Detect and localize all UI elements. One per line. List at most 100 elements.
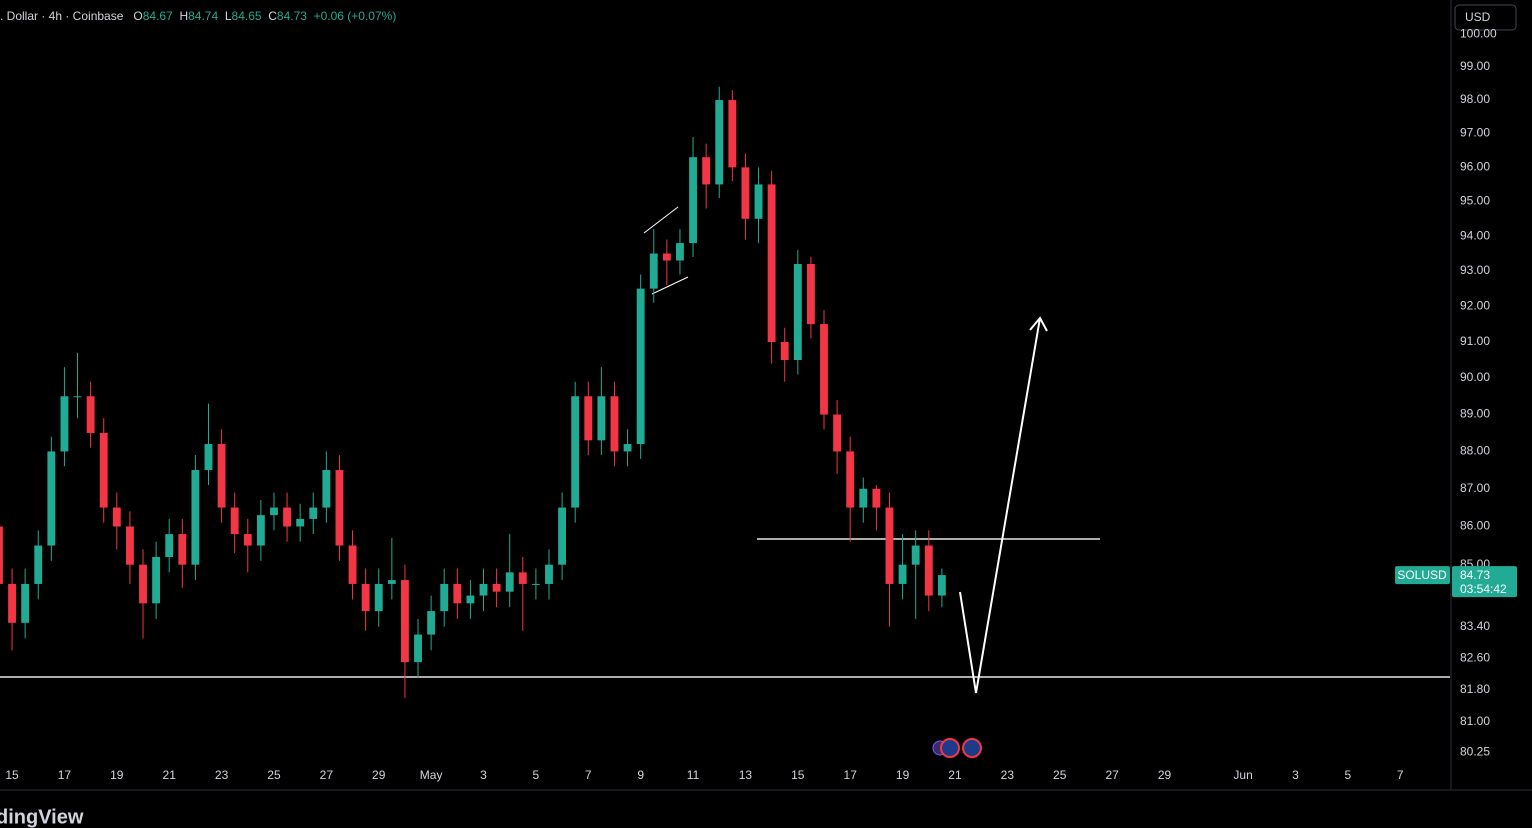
x-tick-label: May	[420, 768, 443, 782]
candle-body	[466, 595, 475, 604]
x-tick-label: 27	[1105, 768, 1119, 782]
candle-body	[165, 534, 174, 558]
candle-body	[715, 100, 724, 185]
ohlc-value: 84.67	[142, 9, 173, 23]
candle-body	[112, 507, 121, 527]
candle-body	[296, 518, 305, 527]
candle-body	[21, 583, 30, 623]
candle-body	[558, 507, 567, 565]
candle-body	[780, 341, 789, 360]
x-tick-label: 3	[1292, 768, 1299, 782]
candle-body	[610, 396, 619, 452]
candle-body	[401, 580, 409, 663]
ohlc-value: 84.74	[188, 9, 219, 23]
x-tick-label: 13	[739, 768, 753, 782]
candle-body	[139, 564, 147, 604]
y-tick-label: 96.00	[1460, 160, 1490, 174]
symbol-tag	[1395, 566, 1450, 585]
y-tick-label: 89.00	[1460, 407, 1490, 421]
ohlc-label: O	[133, 9, 143, 23]
arrow-head	[1029, 316, 1048, 332]
candle-body	[833, 414, 842, 452]
currency-label[interactable]: USD	[1465, 10, 1491, 24]
x-tick-label: 25	[1053, 768, 1067, 782]
candle-body	[806, 264, 815, 325]
candle-body	[662, 253, 671, 261]
event-icon	[962, 738, 982, 758]
candle-body	[0, 526, 3, 584]
event-icons	[932, 738, 982, 758]
candle-body	[440, 583, 449, 612]
x-tick-label: 29	[372, 768, 386, 782]
candle-body	[335, 470, 344, 546]
candle-body	[125, 526, 134, 565]
x-tick-label: 25	[267, 768, 281, 782]
x-tick-label: 5	[1345, 768, 1352, 782]
candle-body	[453, 583, 462, 604]
y-tick-label: 99.00	[1460, 59, 1490, 73]
x-tick-label: 23	[215, 768, 229, 782]
y-tick-label: 97.00	[1460, 126, 1490, 140]
candle-body	[649, 253, 658, 289]
candle-body	[793, 264, 802, 360]
flag-line	[643, 206, 679, 234]
candle-body	[872, 488, 881, 508]
candle-body	[767, 184, 776, 342]
candle-body	[243, 534, 252, 546]
candle-body	[283, 507, 291, 527]
candle-body	[479, 583, 488, 596]
candle-body	[374, 583, 383, 612]
candle-body	[597, 396, 606, 441]
x-tick-label: 23	[1001, 768, 1015, 782]
y-tick-label: 94.00	[1460, 228, 1490, 242]
candle-body	[322, 470, 331, 508]
candle-body	[34, 545, 43, 584]
event-icon	[940, 738, 960, 758]
y-tick-label: 91.00	[1460, 334, 1490, 348]
y-tick-label: 93.00	[1460, 263, 1490, 277]
candle-body	[636, 288, 645, 445]
candle-body	[178, 534, 187, 565]
candle-body	[820, 324, 828, 415]
candle-body	[741, 167, 750, 219]
currency-button[interactable]	[1454, 4, 1517, 31]
flag-line	[651, 276, 689, 295]
candle-body	[99, 432, 108, 508]
price-tag-label: 84.73	[1460, 568, 1490, 582]
y-tick-label: 81.00	[1460, 714, 1490, 728]
candle-body	[545, 564, 553, 584]
candle-body	[518, 572, 527, 584]
candle-body	[230, 507, 239, 535]
x-tick-label: 5	[533, 768, 540, 782]
projection-path	[959, 317, 1041, 694]
x-tick-label: 29	[1158, 768, 1172, 782]
x-tick-label: 17	[844, 768, 858, 782]
candle-body	[414, 634, 422, 663]
x-tick-label: 7	[1397, 768, 1404, 782]
candle-body	[885, 507, 894, 584]
candle-body	[191, 470, 200, 565]
x-tick-label: 3	[480, 768, 487, 782]
candle-body	[361, 583, 370, 612]
ohlc-label: C	[268, 9, 277, 23]
symbol-title: . Dollar · 4h · Coinbase	[0, 9, 124, 23]
x-tick-label: 11	[687, 768, 700, 782]
x-tick-label: 9	[637, 768, 644, 782]
y-tick-label: 83.40	[1460, 619, 1490, 633]
x-tick-label: 7	[585, 768, 592, 782]
ohlc-value: 84.73	[276, 9, 307, 23]
ohlc-value: 84.65	[231, 9, 262, 23]
plot	[0, 86, 946, 698]
candle-body	[152, 557, 161, 604]
y-tick-label: 86.00	[1460, 519, 1490, 533]
candle-body	[73, 396, 82, 398]
legend-header: . Dollar · 4h · Coinbase O84.67 H84.74 L…	[0, 9, 396, 23]
candle-body	[571, 396, 580, 508]
candle-body	[689, 157, 697, 244]
x-tick-label: 27	[320, 768, 334, 782]
candle-body	[47, 451, 56, 546]
y-tick-label: 88.00	[1460, 444, 1490, 458]
x-tick-label: 15	[791, 768, 805, 782]
